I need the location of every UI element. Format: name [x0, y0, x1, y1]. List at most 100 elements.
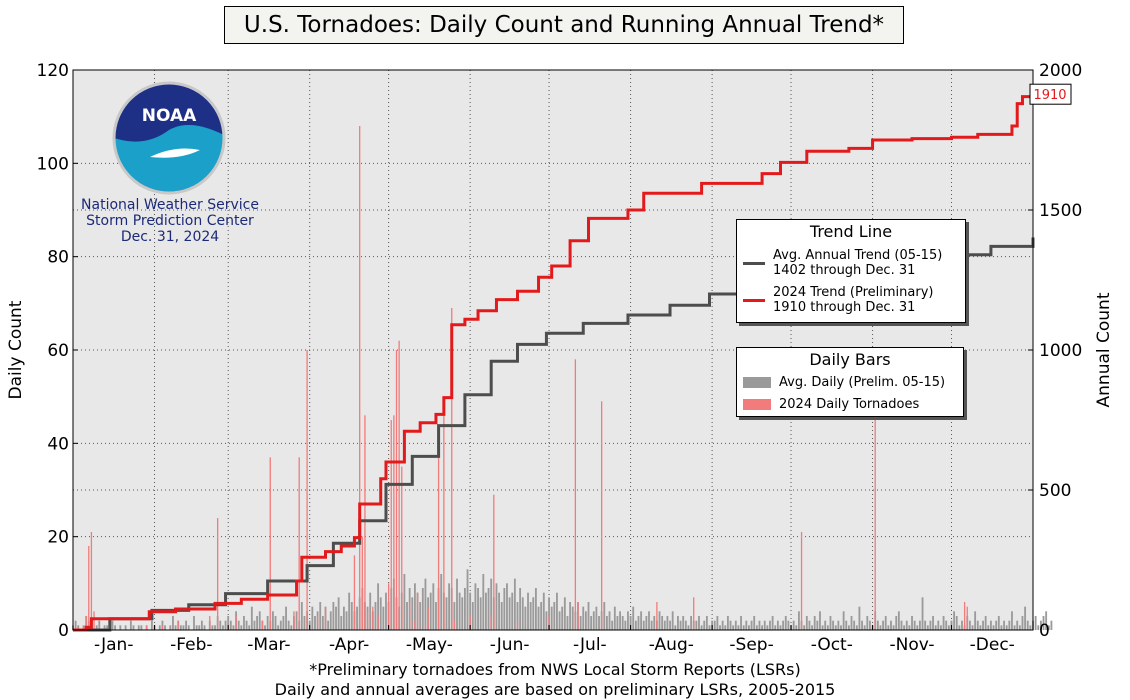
- avg-daily-bar: [997, 616, 1000, 630]
- daily-tornado-bar: [693, 597, 695, 630]
- avg-daily-bar: [519, 588, 522, 630]
- avg-daily-bar: [435, 602, 437, 630]
- avg-daily-bar: [1016, 620, 1019, 630]
- avg-daily-bar: [947, 625, 950, 630]
- avg-daily-bar: [753, 616, 756, 630]
- avg-daily-bar: [1037, 625, 1040, 630]
- month-label: -Nov-: [890, 635, 935, 655]
- avg-daily-bar: [129, 620, 132, 630]
- avg-daily-bar: [984, 616, 987, 630]
- avg-daily-bar: [458, 592, 461, 630]
- avg-daily-bar: [829, 616, 832, 630]
- noaa-wordmark: NOAA: [142, 106, 197, 126]
- avg-daily-bar: [1042, 616, 1045, 630]
- avg-daily-bar: [803, 625, 806, 630]
- daily-tornado-bar: [516, 620, 519, 630]
- daily-tornado-bar: [298, 457, 300, 630]
- daily-tornado-bar: [427, 606, 429, 630]
- left-tick-label: 20: [47, 528, 69, 548]
- avg-daily-bar: [816, 620, 819, 630]
- avg-daily-bar: [932, 616, 934, 630]
- avg-daily-bar: [221, 625, 224, 630]
- daily-tornado-bar: [209, 616, 211, 630]
- avg-daily-bar: [327, 620, 330, 630]
- avg-daily-bar: [448, 583, 451, 630]
- month-label: -Aug-: [649, 635, 694, 655]
- cur-trend-total: 1910 through Dec. 31: [773, 300, 916, 315]
- nws-label: National Weather Service: [81, 197, 259, 213]
- avg-daily-bar: [769, 620, 771, 630]
- legend-avg-trend: Avg. Annual Trend (05-15) 1402 through D…: [743, 248, 942, 278]
- avg-daily-bar: [992, 625, 995, 630]
- daily-tornado-bar: [161, 625, 164, 630]
- left-tick-label: 80: [47, 248, 69, 268]
- avg-daily-bar: [119, 625, 122, 630]
- avg-daily-bar: [832, 620, 835, 630]
- avg-daily-bar: [918, 620, 921, 630]
- avg-daily-bar: [411, 597, 414, 630]
- left-tick-label: 40: [47, 434, 69, 454]
- avg-daily-bar: [1034, 616, 1037, 630]
- avg-daily-bar: [955, 616, 958, 630]
- daily-tornado-bar: [443, 406, 445, 630]
- avg-daily-bar: [1000, 625, 1003, 630]
- right-tick-label: 2000: [1039, 61, 1082, 81]
- avg-daily-bar: [193, 616, 195, 630]
- avg-daily-bar: [485, 592, 487, 630]
- avg-daily-bar: [477, 588, 479, 630]
- daily-tornado-bar: [453, 620, 456, 630]
- avg-daily-bar: [132, 625, 135, 630]
- daily-tornado-bar: [316, 616, 319, 630]
- daily-tornado-bar: [387, 583, 390, 630]
- avg-daily-bar: [463, 588, 466, 630]
- daily-tornado-bar: [217, 518, 219, 630]
- avg-daily-bar: [432, 583, 435, 630]
- avg-daily-bar: [453, 602, 456, 630]
- left-axis-label: Daily Count: [6, 300, 26, 399]
- avg-daily-bar: [319, 602, 322, 630]
- avg-daily-bar: [958, 625, 961, 630]
- daily-tornado-bar: [656, 602, 658, 630]
- cur-trend-swatch: [743, 298, 765, 302]
- avg-daily-bar: [300, 602, 303, 630]
- avg-daily-bar: [487, 588, 490, 630]
- avg-daily-bar: [287, 620, 290, 630]
- month-label: -Apr-: [329, 635, 369, 655]
- daily-tornado-bar: [416, 592, 419, 630]
- avg-daily-bar: [1008, 620, 1011, 630]
- avg-daily-bar: [321, 616, 324, 630]
- daily-tornado-bar: [88, 546, 90, 630]
- avg-daily-bar: [850, 616, 853, 630]
- daily-tornado-bar: [90, 532, 93, 630]
- avg-daily-bar: [976, 620, 979, 630]
- daily-tornado-bar: [963, 602, 966, 630]
- avg-daily-bar: [940, 625, 942, 630]
- month-label: -Oct-: [811, 635, 853, 655]
- avg-daily-bar: [403, 574, 406, 630]
- avg-daily-bar: [755, 625, 758, 630]
- avg-daily-bar: [758, 620, 761, 630]
- daily-tornado-bar: [401, 466, 403, 630]
- end-value-box: [1029, 83, 1072, 105]
- avg-daily-bar: [861, 620, 863, 630]
- avg-daily-bar: [995, 620, 998, 630]
- avg-daily-bar: [671, 611, 674, 630]
- cur-trend-label: 2024 Trend (Preliminary): [773, 285, 934, 300]
- avg-daily-bar: [663, 620, 666, 630]
- avg-daily-bar: [329, 611, 332, 630]
- daily-tornado-bar: [98, 625, 100, 630]
- avg-daily-bar: [553, 602, 556, 630]
- daily-tornado-bar: [364, 415, 366, 630]
- avg-daily-bar: [340, 616, 343, 630]
- avg-daily-bar: [934, 625, 937, 630]
- avg-daily-bar: [513, 578, 516, 630]
- trend-legend-title: Trend Line: [809, 222, 893, 241]
- avg-daily-bar: [198, 625, 201, 630]
- avg-daily-bar: [624, 620, 627, 630]
- avg-daily-bar: [813, 616, 816, 630]
- avg-daily-bar: [1013, 625, 1016, 630]
- avg-daily-bar: [200, 620, 203, 630]
- avg-daily-bar: [916, 625, 919, 630]
- avg-daily-bar: [379, 597, 382, 630]
- avg-daily-bar: [605, 616, 608, 630]
